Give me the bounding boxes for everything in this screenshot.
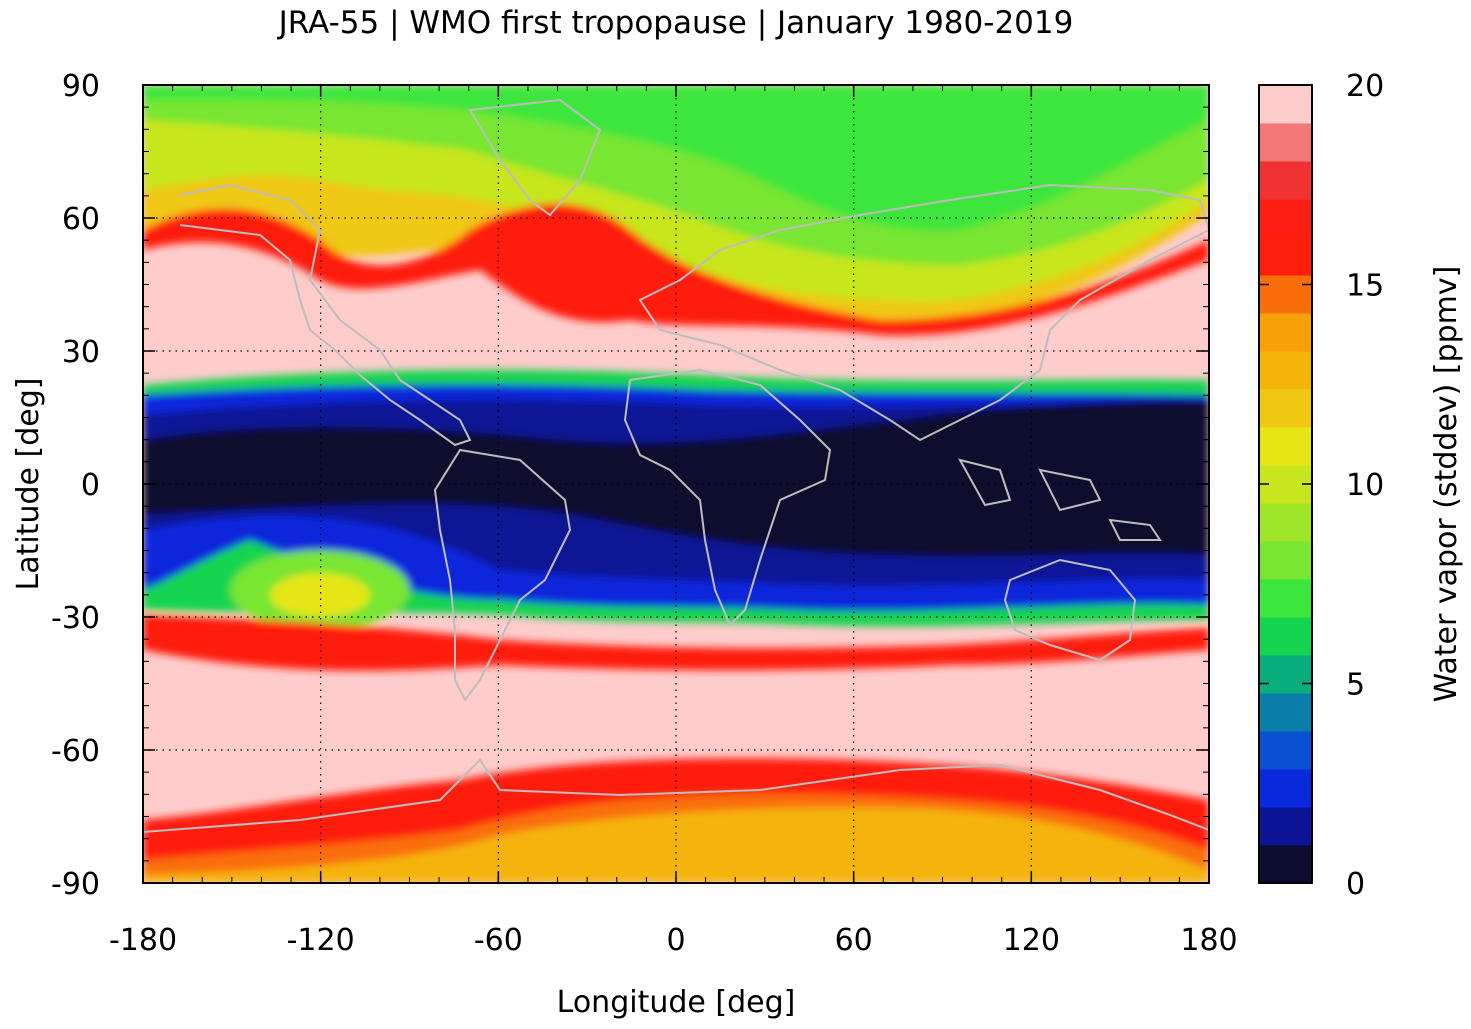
y-tick-label: -30 — [51, 601, 100, 636]
colorbar-swatch — [1259, 199, 1312, 238]
coastline-path — [433, 448, 572, 702]
colorbar — [1259, 85, 1312, 884]
coastline-path — [638, 183, 1209, 442]
colorbar-label: Water vapor (stddev) [ppmv] — [1429, 266, 1464, 703]
y-tick-label: 0 — [81, 468, 100, 503]
colorbar-swatch — [1259, 389, 1312, 428]
colorbar-swatch — [1259, 161, 1312, 200]
colorbar-swatch — [1259, 579, 1312, 618]
colorbar-swatch — [1259, 617, 1312, 656]
y-axis-ticks: 90 60 30 0 -30 -60 -90 — [51, 69, 1209, 902]
colorbar-ticks: 0 5 10 15 20 — [1259, 69, 1384, 902]
colorbar-swatch — [1259, 769, 1312, 808]
colorbar-swatch — [1259, 351, 1312, 390]
colorbar-tick-label: 5 — [1346, 668, 1365, 703]
x-axis-label: Longitude [deg] — [557, 985, 796, 1020]
colorbar-tick-label: 20 — [1346, 69, 1384, 104]
y-axis-label: Latitude [deg] — [11, 378, 46, 591]
colorbar-swatch — [1259, 275, 1312, 314]
colorbar-swatch — [1259, 237, 1312, 276]
map-title: JRA-55 | WMO first tropopause | January … — [277, 5, 1074, 41]
y-tick-label: 30 — [62, 335, 100, 370]
colorbar-swatch — [1259, 655, 1312, 694]
coastline-path — [1003, 558, 1137, 662]
coastline-path — [958, 458, 1012, 507]
x-tick-label: 180 — [1180, 923, 1237, 958]
colorbar-tick-label: 0 — [1346, 867, 1365, 902]
colorbar-swatch — [1259, 85, 1312, 124]
y-tick-label: -60 — [51, 734, 100, 769]
colorbar-swatch — [1259, 313, 1312, 352]
colorbar-tick-label: 10 — [1346, 468, 1384, 503]
x-tick-label: 120 — [1003, 923, 1060, 958]
x-tick-label: -60 — [474, 923, 523, 958]
coastline-path — [623, 368, 832, 627]
coastline-path — [468, 98, 602, 217]
x-axis-ticks: -180 -120 -60 0 60 120 180 — [109, 85, 1238, 958]
colorbar-swatch — [1259, 807, 1312, 846]
colorbar-swatch — [1259, 427, 1312, 466]
map-gridlines — [143, 85, 1209, 883]
coastline-path — [179, 183, 472, 447]
colorbar-swatch — [1259, 731, 1312, 770]
coastline-path — [1108, 518, 1162, 541]
coastline-path — [1038, 468, 1102, 512]
x-tick-label: -180 — [109, 923, 177, 958]
colorbar-swatch — [1259, 123, 1312, 162]
y-tick-label: -90 — [51, 867, 100, 902]
coastlines — [143, 98, 1209, 833]
y-tick-label: 90 — [62, 69, 100, 104]
coastline-path — [143, 758, 1209, 833]
colorbar-swatch — [1259, 693, 1312, 732]
colorbar-swatch — [1259, 503, 1312, 542]
y-tick-label: 60 — [62, 202, 100, 237]
colorbar-swatch — [1259, 845, 1312, 884]
colorbar-tick-label: 15 — [1346, 269, 1384, 304]
colorbar-swatch — [1259, 541, 1312, 580]
x-tick-label: 60 — [835, 923, 873, 958]
x-tick-label: 0 — [666, 923, 685, 958]
x-tick-label: -120 — [287, 923, 355, 958]
